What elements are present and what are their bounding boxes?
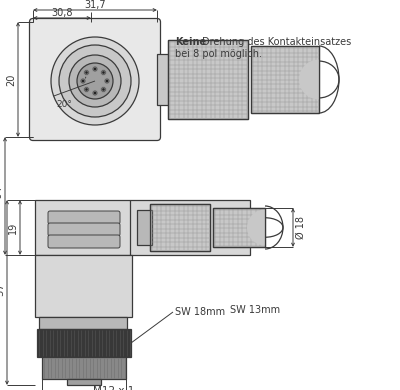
Text: 19: 19 bbox=[8, 222, 18, 234]
Bar bbox=[213, 208, 265, 247]
Circle shape bbox=[80, 78, 86, 84]
Bar bbox=[67, 379, 101, 385]
Bar bbox=[251, 46, 319, 113]
Bar bbox=[37, 329, 131, 357]
Bar bbox=[35, 200, 250, 255]
Circle shape bbox=[59, 45, 131, 117]
Text: bei 8 pol möglich.: bei 8 pol möglich. bbox=[175, 49, 262, 59]
Circle shape bbox=[85, 88, 88, 91]
Circle shape bbox=[92, 90, 98, 96]
Circle shape bbox=[92, 66, 98, 72]
Bar bbox=[42, 357, 126, 379]
Text: M12 x 1: M12 x 1 bbox=[93, 386, 135, 390]
Circle shape bbox=[77, 63, 113, 99]
Bar bbox=[168, 40, 248, 119]
Bar bbox=[35, 255, 132, 317]
Text: 31,7: 31,7 bbox=[84, 0, 106, 10]
Wedge shape bbox=[247, 209, 265, 245]
Text: 20: 20 bbox=[6, 73, 16, 86]
Circle shape bbox=[100, 87, 106, 92]
Text: ~64: ~64 bbox=[0, 186, 3, 206]
Bar bbox=[150, 204, 210, 251]
Circle shape bbox=[94, 92, 96, 94]
Circle shape bbox=[100, 69, 106, 76]
Circle shape bbox=[102, 71, 105, 74]
Bar bbox=[137, 210, 152, 245]
Circle shape bbox=[85, 71, 88, 74]
FancyBboxPatch shape bbox=[48, 223, 120, 236]
Wedge shape bbox=[299, 60, 319, 99]
Circle shape bbox=[82, 80, 84, 83]
Text: SW 13mm: SW 13mm bbox=[230, 305, 280, 315]
Bar bbox=[251, 46, 319, 113]
FancyBboxPatch shape bbox=[48, 211, 120, 224]
Bar bbox=[150, 204, 210, 251]
FancyBboxPatch shape bbox=[30, 18, 160, 140]
Circle shape bbox=[104, 78, 110, 84]
Text: 30,8: 30,8 bbox=[51, 8, 73, 18]
Bar bbox=[39, 317, 127, 329]
Circle shape bbox=[94, 67, 96, 71]
Circle shape bbox=[84, 87, 90, 92]
Circle shape bbox=[84, 69, 90, 76]
Text: Drehung des Kontakteinsatzes: Drehung des Kontakteinsatzes bbox=[202, 37, 351, 47]
Text: Ø 18: Ø 18 bbox=[296, 216, 306, 239]
Text: 20°: 20° bbox=[57, 100, 72, 109]
Bar bbox=[213, 208, 265, 247]
Text: ~37: ~37 bbox=[0, 282, 5, 303]
Text: Keine: Keine bbox=[175, 37, 206, 47]
Text: SW 18mm: SW 18mm bbox=[175, 307, 225, 317]
FancyBboxPatch shape bbox=[48, 235, 120, 248]
Bar bbox=[42, 357, 126, 379]
Circle shape bbox=[69, 55, 121, 107]
Bar bbox=[168, 40, 248, 119]
Circle shape bbox=[106, 80, 108, 83]
Circle shape bbox=[102, 88, 105, 91]
Bar bbox=[157, 54, 169, 105]
Circle shape bbox=[51, 37, 139, 125]
